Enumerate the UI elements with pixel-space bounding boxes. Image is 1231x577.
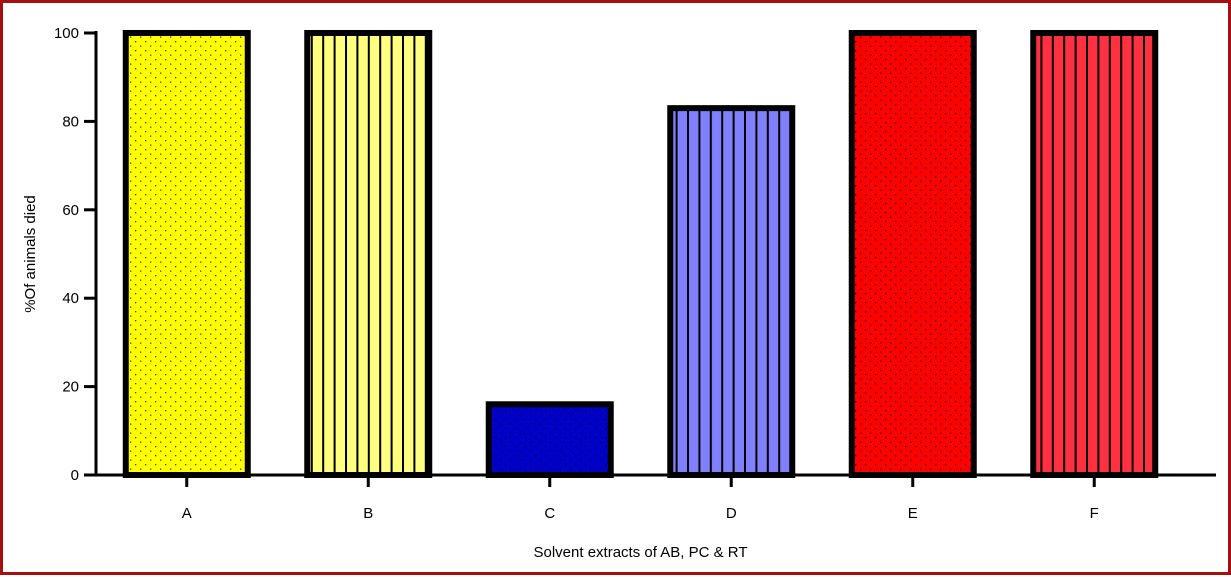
bar-b bbox=[307, 33, 429, 475]
x-tick-label-d: D bbox=[726, 505, 737, 522]
x-tick-label-a: A bbox=[182, 505, 192, 522]
bar-chart: A B C D E F 0 20 40 60 80 100 Solvent extracts of A… bbox=[3, 3, 1228, 572]
bars-group bbox=[126, 33, 1156, 475]
bar-a bbox=[126, 33, 248, 475]
x-axis-label: Solvent extracts of AB, PC & RT bbox=[534, 544, 748, 561]
y-tick-label-20: 20 bbox=[62, 379, 79, 396]
bar-e bbox=[852, 33, 974, 475]
y-axis-label: %Of animals died bbox=[22, 195, 39, 313]
y-tick-label-60: 60 bbox=[62, 202, 79, 219]
y-tick-label-100: 100 bbox=[54, 25, 79, 42]
bar-d bbox=[670, 108, 792, 475]
x-tick-label-e: E bbox=[908, 505, 918, 522]
y-tick-label-0: 0 bbox=[71, 467, 79, 484]
bar-c bbox=[489, 404, 611, 475]
x-tick-label-b: B bbox=[363, 505, 373, 522]
x-tick-label-c: C bbox=[544, 505, 555, 522]
y-tick-label-80: 80 bbox=[62, 113, 79, 130]
bar-f bbox=[1033, 33, 1155, 475]
y-tick-label-40: 40 bbox=[62, 290, 79, 307]
x-tick-label-f: F bbox=[1090, 505, 1099, 522]
